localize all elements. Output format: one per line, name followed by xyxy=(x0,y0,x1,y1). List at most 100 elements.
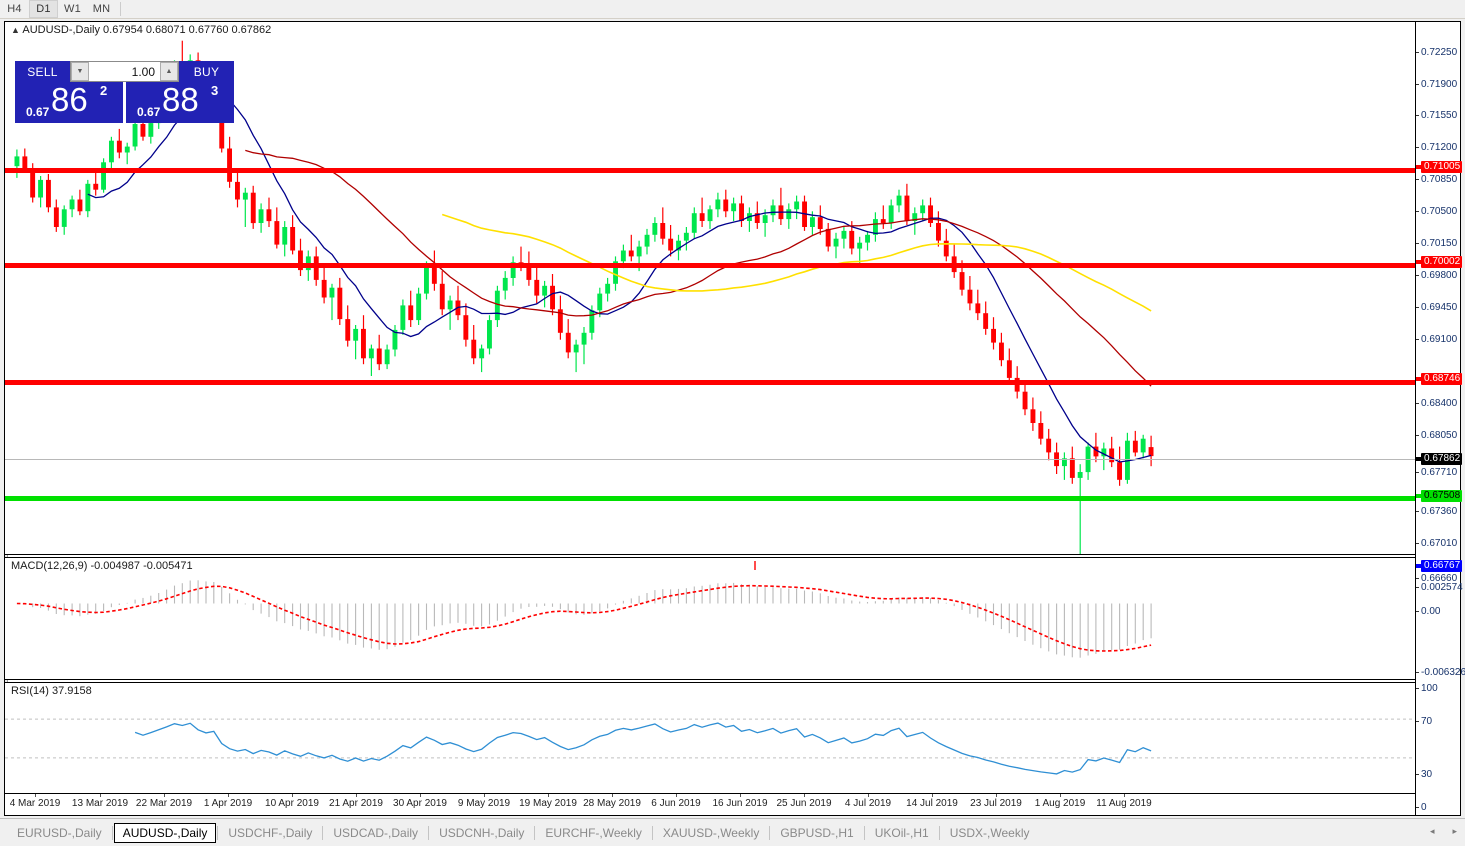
price-tick-70: 70 xyxy=(1416,716,1461,728)
chart-tab-xauusd[interactable]: XAUUSD-,Weekly xyxy=(662,825,760,840)
sell-button[interactable]: SELL xyxy=(15,61,70,82)
symbol-ohlc-text: AUDUSD-,Daily 0.67954 0.68071 0.67760 0.… xyxy=(22,24,272,36)
tick-mark xyxy=(1416,147,1419,148)
buy-price-prefix: 0.67 xyxy=(137,105,161,119)
timeframe-d1[interactable]: D1 xyxy=(29,0,58,18)
price-tick-0.67508[interactable]: 0.67508 xyxy=(1416,490,1463,502)
tick-label: 0.66660 xyxy=(1421,573,1458,584)
chart-tab-usdcnh[interactable]: USDCNH-,Daily xyxy=(439,825,525,840)
volume-stepper[interactable]: ▼ 1.00 ▲ xyxy=(70,61,179,82)
date-tick xyxy=(292,794,293,797)
collapse-icon[interactable]: ▲ xyxy=(11,25,20,35)
current-price-line xyxy=(5,459,1417,460)
price-pane[interactable]: ▲ AUDUSD-,Daily 0.67954 0.68071 0.67760 … xyxy=(5,22,1417,554)
price-tick-0.71900: 0.71900 xyxy=(1416,79,1461,91)
tick-label: -0.006326 xyxy=(1421,667,1465,678)
price-tick-0.70500: 0.70500 xyxy=(1416,206,1461,218)
tab-divider xyxy=(769,825,771,840)
tab-divider xyxy=(111,825,113,840)
chart-tab-usdx[interactable]: USDX-,Weekly xyxy=(949,825,1030,840)
volume-input[interactable]: 1.00 xyxy=(89,62,160,81)
tick-mark xyxy=(1416,115,1419,116)
date-axis: 4 Mar 2019 13 Mar 2019 22 Mar 2019 1 Apr 20… xyxy=(5,793,1417,815)
timeframe-w1[interactable]: W1 xyxy=(64,3,81,15)
date-tick xyxy=(228,794,229,797)
tick-label: 0.71900 xyxy=(1421,79,1458,90)
buy-price-box[interactable]: 0.67 88 3 xyxy=(126,81,234,123)
price-level-0.70002[interactable] xyxy=(5,263,1417,268)
sell-price-main: 86 xyxy=(51,81,88,118)
price-tick-0.67710: 0.67710 xyxy=(1416,467,1461,479)
tick-label: 0.67360 xyxy=(1421,506,1458,517)
price-tick-0.71550: 0.71550 xyxy=(1416,110,1461,122)
sell-price-box[interactable]: 0.67 86 2 xyxy=(15,81,123,123)
tick-mark xyxy=(1416,339,1419,340)
chart-tab-ukoil[interactable]: UKOil-,H1 xyxy=(874,825,929,840)
tick-mark xyxy=(1416,403,1419,404)
timeframe-mn[interactable]: MN xyxy=(92,3,111,15)
pane-divider-2 xyxy=(5,679,1417,680)
price-tick-0.67862[interactable]: 0.67862 xyxy=(1416,453,1463,465)
price-scale[interactable]: 0.72250 0.71900 0.71550 0.71200 0.71005 0.708… xyxy=(1415,22,1465,815)
date-tick xyxy=(1124,794,1125,797)
tick-mark xyxy=(1416,578,1419,579)
scroll-right-icon[interactable]: ▸ xyxy=(1452,826,1457,836)
tick-label: 0.71550 xyxy=(1421,110,1458,121)
price-tick-0.66767[interactable]: 0.66767 xyxy=(1416,560,1463,572)
chart-tab-usdcad[interactable]: USDCAD-,Daily xyxy=(333,825,419,840)
macd-pane[interactable]: MACD(12,26,9) -0.004987 -0.005471 xyxy=(5,557,1417,679)
tick-mark xyxy=(1416,774,1419,775)
tab-scroll-controls[interactable]: ◂ ▸ xyxy=(1430,826,1457,837)
tick-mark xyxy=(1416,243,1419,244)
chart-tab-usdchf[interactable]: USDCHF-,Daily xyxy=(228,825,313,840)
tick-label: 0.70150 xyxy=(1421,238,1458,249)
tick-mark xyxy=(1416,807,1419,808)
price-tick-0.71005[interactable]: 0.71005 xyxy=(1416,161,1463,173)
price-tick-0.70002[interactable]: 0.70002 xyxy=(1416,256,1463,268)
price-level-0.68746[interactable] xyxy=(5,380,1417,385)
rsi-pane[interactable]: RSI(14) 37.9158 xyxy=(5,682,1417,793)
chart-window[interactable]: ▲ AUDUSD-,Daily 0.67954 0.68071 0.67760 … xyxy=(4,21,1465,816)
tick-label: 0.70002 xyxy=(1421,256,1463,268)
tick-mark xyxy=(1416,611,1419,612)
price-tick-0.66660: 0.66660 xyxy=(1416,573,1461,585)
tab-divider xyxy=(938,825,940,840)
tick-label: 30 xyxy=(1421,769,1433,780)
price-tick-0.68746[interactable]: 0.68746 xyxy=(1416,373,1463,385)
chart-tab-bar[interactable]: EURUSD-,Daily AUDUSD-,Daily USDCHF-,Daily U… xyxy=(0,818,1465,846)
price-chart-canvas xyxy=(14,40,1154,554)
timeframe-h4[interactable]: H4 xyxy=(7,3,22,15)
date-label: 28 May 2019 xyxy=(583,798,641,809)
date-tick xyxy=(1060,794,1061,797)
one-click-trade-panel[interactable]: SELL ▼ 1.00 ▲ BUY 0.67 86 2 0.67 88 3 xyxy=(15,61,234,123)
sell-price-prefix: 0.67 xyxy=(26,105,50,119)
price-tick-0.00: 0.00 xyxy=(1416,606,1461,618)
date-label: 22 Mar 2019 xyxy=(135,798,193,809)
price-tick-0.69100: 0.69100 xyxy=(1416,334,1461,346)
price-level-0.67508[interactable] xyxy=(5,496,1417,501)
tick-mark xyxy=(1416,211,1419,212)
chart-tab-gbpusd[interactable]: GBPUSD-,H1 xyxy=(780,825,854,840)
tick-label: 0 xyxy=(1421,802,1427,813)
date-label: 16 Jun 2019 xyxy=(712,798,768,809)
chevron-down-icon[interactable]: ▼ xyxy=(71,62,89,81)
chart-tab-eurchf[interactable]: EURCHF-,Weekly xyxy=(545,825,642,840)
tab-divider xyxy=(322,825,324,840)
symbol-header: ▲ AUDUSD-,Daily 0.67954 0.68071 0.67760 … xyxy=(11,24,271,36)
tick-label: 0.00 xyxy=(1421,606,1441,617)
buy-button[interactable]: BUY xyxy=(179,61,234,82)
chart-tab-eurusd[interactable]: EURUSD-,Daily xyxy=(17,825,102,840)
tick-mark xyxy=(1416,587,1419,588)
chart-tab-audusd[interactable]: AUDUSD-,Daily xyxy=(113,822,217,843)
date-tick xyxy=(932,794,933,797)
scroll-left-icon[interactable]: ◂ xyxy=(1429,826,1435,836)
price-tick-0.71200: 0.71200 xyxy=(1416,142,1461,154)
buy-price-fraction: 3 xyxy=(211,83,219,98)
price-level-0.71005[interactable] xyxy=(5,168,1417,173)
date-label: 19 May 2019 xyxy=(519,798,577,809)
tick-mark xyxy=(1416,511,1419,512)
tick-mark xyxy=(1416,672,1419,673)
macd-canvas xyxy=(16,561,1152,658)
tick-label: 70 xyxy=(1421,716,1433,727)
chevron-up-icon[interactable]: ▲ xyxy=(160,62,178,81)
